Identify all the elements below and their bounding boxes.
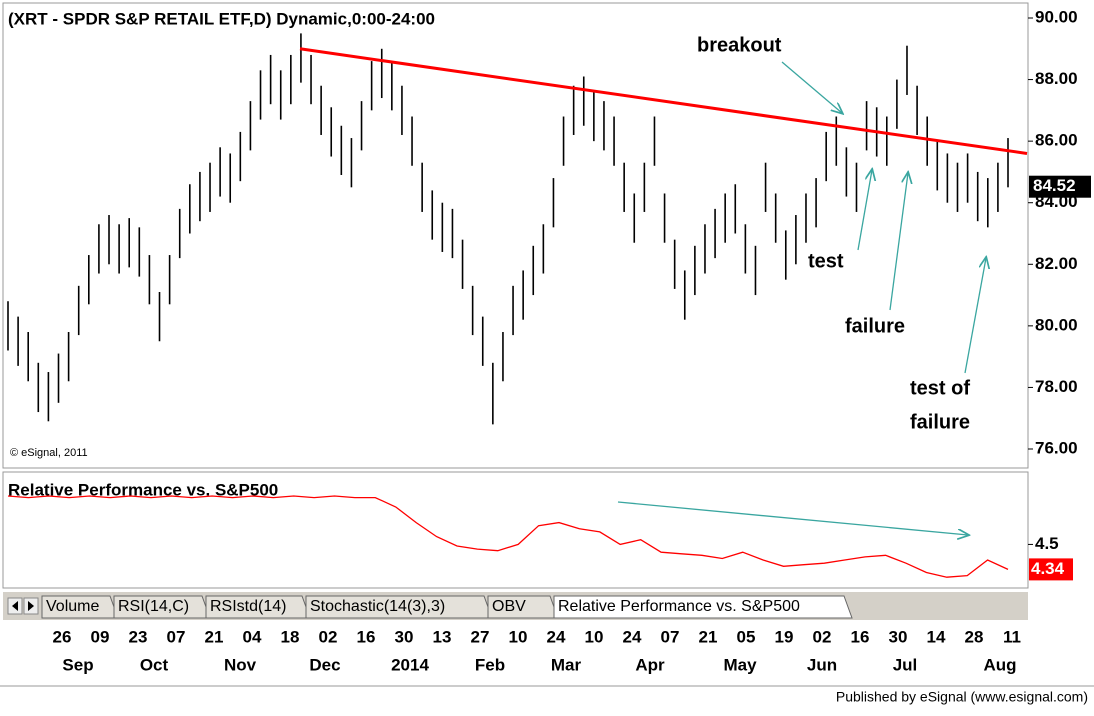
x-month-label: Apr	[635, 655, 665, 674]
x-month-label: Aug	[983, 655, 1016, 674]
footer: Published by eSignal (www.esignal.com)	[836, 689, 1088, 705]
annotation-arrows	[617, 61, 986, 535]
tab-label[interactable]: RSIstd(14)	[210, 598, 286, 615]
x-tick-label: 16	[357, 627, 376, 646]
price-panel	[2, 2, 1029, 469]
x-tick-label: 28	[965, 627, 984, 646]
x-tick-label: 11	[1003, 627, 1021, 646]
x-month-label: Dec	[309, 655, 340, 674]
x-month-label: 2014	[391, 655, 429, 674]
annotation: failure	[845, 315, 905, 337]
tab-label[interactable]: Volume	[46, 598, 99, 615]
arrow	[857, 170, 872, 251]
x-tick-label: 27	[471, 627, 490, 646]
x-month-label: Oct	[140, 655, 169, 674]
x-month-label: Sep	[62, 655, 93, 674]
x-tick-label: 23	[129, 627, 148, 646]
y-tick-label: 82.00	[1035, 254, 1078, 273]
x-tick-label: 10	[509, 627, 528, 646]
arrow-icon	[28, 601, 34, 611]
y-tick-label: 90.00	[1035, 7, 1078, 26]
annotation: test of	[910, 377, 970, 399]
y-tick-label: 88.00	[1035, 69, 1078, 88]
x-month-label: Mar	[551, 655, 582, 674]
y-tick-label: 76.00	[1035, 438, 1078, 457]
last-relative-label: 4.34	[1031, 559, 1065, 578]
x-tick-label: 30	[395, 627, 414, 646]
x-tick-label: 07	[167, 627, 186, 646]
panel-title: Relative Performance vs. S&P500	[8, 480, 278, 499]
x-tick-label: 05	[737, 627, 756, 646]
x-tick-label: 02	[813, 627, 832, 646]
x-month-label: Jun	[807, 655, 837, 674]
x-tick-label: 26	[53, 627, 72, 646]
tab	[553, 595, 853, 619]
relative-line	[7, 495, 1009, 578]
copyright: © eSignal, 2011	[10, 447, 88, 459]
relative-panel	[2, 471, 1029, 589]
x-tick-label: 02	[319, 627, 338, 646]
x-tick-label: 19	[775, 627, 794, 646]
x-tick-label: 04	[243, 627, 262, 646]
annotation: breakout	[697, 34, 782, 56]
tab-label[interactable]: OBV	[492, 598, 526, 615]
x-month-label: May	[723, 655, 757, 674]
annotation: test	[808, 250, 844, 272]
x-tick-label: 24	[623, 627, 642, 646]
trendline	[299, 47, 1028, 155]
last-relative-box	[1029, 558, 1073, 581]
x-tick-label: 21	[699, 627, 718, 646]
x-month-label: Feb	[475, 655, 505, 674]
y-tick-label: 78.00	[1035, 377, 1078, 396]
chart-title: (XRT - SPDR S&P RETAIL ETF,D) Dynamic,0:…	[8, 9, 435, 28]
x-month-label: Jul	[893, 655, 918, 674]
x-tick-label: 07	[661, 627, 680, 646]
x-tick-label: 16	[851, 627, 870, 646]
x-tick-label: 09	[91, 627, 110, 646]
arrow	[781, 61, 842, 113]
x-tick-label: 13	[433, 627, 452, 646]
arrow	[964, 258, 986, 374]
x-tick-label: 24	[547, 627, 566, 646]
last-price-box	[1029, 175, 1091, 198]
arrow	[617, 501, 968, 535]
annotation: failure	[910, 411, 970, 433]
tab-label[interactable]: Relative Performance vs. S&P500	[558, 598, 800, 615]
x-month-label: Nov	[224, 655, 257, 674]
x-tick-label: 10	[585, 627, 604, 646]
arrow	[889, 173, 908, 311]
x-tick-label: 18	[281, 627, 300, 646]
y-tick-label: 86.00	[1035, 131, 1078, 150]
tab-label[interactable]: Stochastic(14(3),3)	[310, 598, 445, 615]
y-tick-label: 80.00	[1035, 315, 1078, 334]
x-tick-label: 14	[927, 627, 946, 646]
y-tick-label: 4.5	[1035, 534, 1059, 553]
arrow-icon	[12, 601, 18, 611]
last-price-label: 84.52	[1033, 176, 1076, 195]
x-tick-label: 30	[889, 627, 908, 646]
tab-label[interactable]: RSI(14,C)	[118, 598, 189, 615]
x-tick-label: 21	[205, 627, 224, 646]
